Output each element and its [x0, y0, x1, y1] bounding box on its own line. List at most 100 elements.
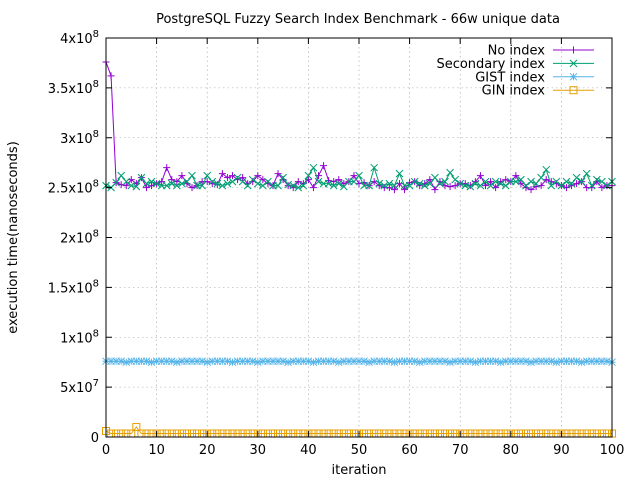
data-point-secondary-index [522, 181, 530, 190]
data-point-no-index [502, 176, 510, 184]
data-point-gist-index [436, 357, 444, 366]
data-point-gist-index [471, 358, 480, 367]
data-point-no-index [431, 186, 439, 194]
data-point-gist-index [157, 357, 166, 366]
data-point-gist-index [218, 357, 227, 366]
data-point-gist-index [294, 357, 303, 366]
data-point-secondary-index [294, 183, 303, 192]
data-point-secondary-index [259, 181, 267, 190]
y-tick-label-base: 2.5x10 [48, 182, 93, 197]
data-point-no-index [370, 178, 378, 186]
data-point-secondary-index [567, 179, 576, 188]
data-point-secondary-index [592, 175, 601, 184]
legend-label-secondary-index: Secondary index [436, 57, 545, 72]
data-point-gist-index [512, 357, 520, 366]
y-tick-label: 3.5x108 [48, 79, 99, 97]
data-point-no-index [446, 183, 454, 191]
axis-ticks: 0 10 20 30 40 50 60 70 80 90 10005x1071x1081.5x108… [48, 29, 625, 458]
data-point-no-index [320, 162, 328, 170]
data-point-secondary-index [395, 169, 404, 178]
data-point-gist-index [527, 358, 535, 367]
data-point-no-index [426, 176, 434, 184]
data-point-gist-index [117, 357, 126, 366]
data-point-gist-index [213, 357, 222, 366]
data-point-no-index [218, 170, 226, 178]
data-point-secondary-index [314, 177, 323, 186]
data-point-secondary-index [203, 171, 212, 180]
data-point-gist-index [522, 357, 530, 366]
data-point-no-index [309, 184, 317, 192]
data-point-no-index [173, 178, 181, 186]
data-point-gist-index [284, 358, 293, 367]
data-point-secondary-index [304, 171, 313, 180]
data-point-gist-index [415, 358, 424, 367]
data-point-no-index [254, 172, 262, 180]
data-point-secondary-index [183, 177, 191, 186]
data-point-gist-index [476, 357, 485, 366]
data-point-secondary-index [380, 181, 389, 190]
data-point-secondary-index [172, 181, 181, 190]
y-tick-label: 2x108 [60, 229, 99, 247]
data-point-secondary-index [476, 181, 485, 190]
y-tick-label-exponent: 8 [93, 328, 99, 339]
legend-marker-gin-index [569, 86, 578, 95]
data-point-secondary-index [436, 179, 444, 188]
data-point-gist-index [112, 357, 120, 366]
data-point-no-index [350, 172, 358, 180]
data-point-gist-index [572, 357, 581, 366]
data-point-no-index [148, 182, 156, 190]
data-point-gist-index [314, 357, 323, 366]
y-tick-label: 3x108 [60, 129, 99, 147]
data-point-gist-index [147, 358, 156, 367]
data-point-secondary-index [132, 182, 141, 191]
data-point-secondary-index [451, 175, 459, 184]
data-point-gist-index [592, 357, 601, 366]
data-point-no-index [229, 172, 236, 180]
data-point-secondary-index [350, 177, 358, 186]
data-point-gist-index [259, 357, 267, 366]
data-point-gist-index [127, 357, 136, 366]
data-point-no-index [335, 176, 343, 184]
data-point-secondary-index [532, 179, 540, 188]
data-point-secondary-index [598, 177, 606, 186]
legend-label-gin-index: GIN index [482, 84, 546, 99]
data-point-gist-index [228, 358, 237, 367]
x-tick-label: 100 [600, 443, 625, 458]
data-point-gist-index [274, 357, 282, 366]
y-tick-label-base: 2x10 [60, 232, 93, 247]
data-point-gist-index [107, 357, 115, 366]
data-point-secondary-index [542, 165, 551, 174]
data-point-no-index [401, 186, 409, 194]
data-point-gist-index [456, 357, 465, 366]
data-point-no-index [527, 186, 535, 194]
data-point-no-index [451, 182, 459, 190]
legend-label-no-index: No index [488, 44, 546, 59]
data-point-gist-index [355, 357, 363, 366]
data-point-secondary-index [425, 179, 434, 188]
data-point-gist-index [360, 357, 368, 366]
legend-marker-secondary-index [569, 59, 578, 68]
data-point-gist-index [137, 357, 146, 366]
data-point-gist-index [329, 357, 338, 366]
data-point-no-index [223, 174, 231, 182]
data-point-secondary-index [517, 175, 525, 184]
data-point-secondary-index [512, 177, 520, 186]
y-tick-label-base: 1x10 [60, 331, 93, 346]
data-point-secondary-index [329, 181, 338, 190]
data-point-gist-index [223, 357, 232, 366]
data-point-secondary-index [466, 182, 475, 191]
data-point-gist-index [562, 357, 571, 366]
data-point-gist-index [339, 357, 348, 366]
data-point-gist-index [238, 357, 247, 366]
data-point-gist-index [400, 357, 409, 366]
data-point-gist-index [162, 357, 171, 366]
data-point-no-index [188, 184, 196, 192]
data-point-secondary-index [390, 181, 399, 190]
data-point-no-index [562, 184, 570, 192]
data-point-gist-index [532, 357, 540, 366]
data-point-gist-index [466, 357, 475, 366]
data-point-gist-index [334, 358, 343, 367]
y-tick-label: 1.5x108 [48, 278, 99, 296]
data-point-gist-index [122, 358, 131, 367]
